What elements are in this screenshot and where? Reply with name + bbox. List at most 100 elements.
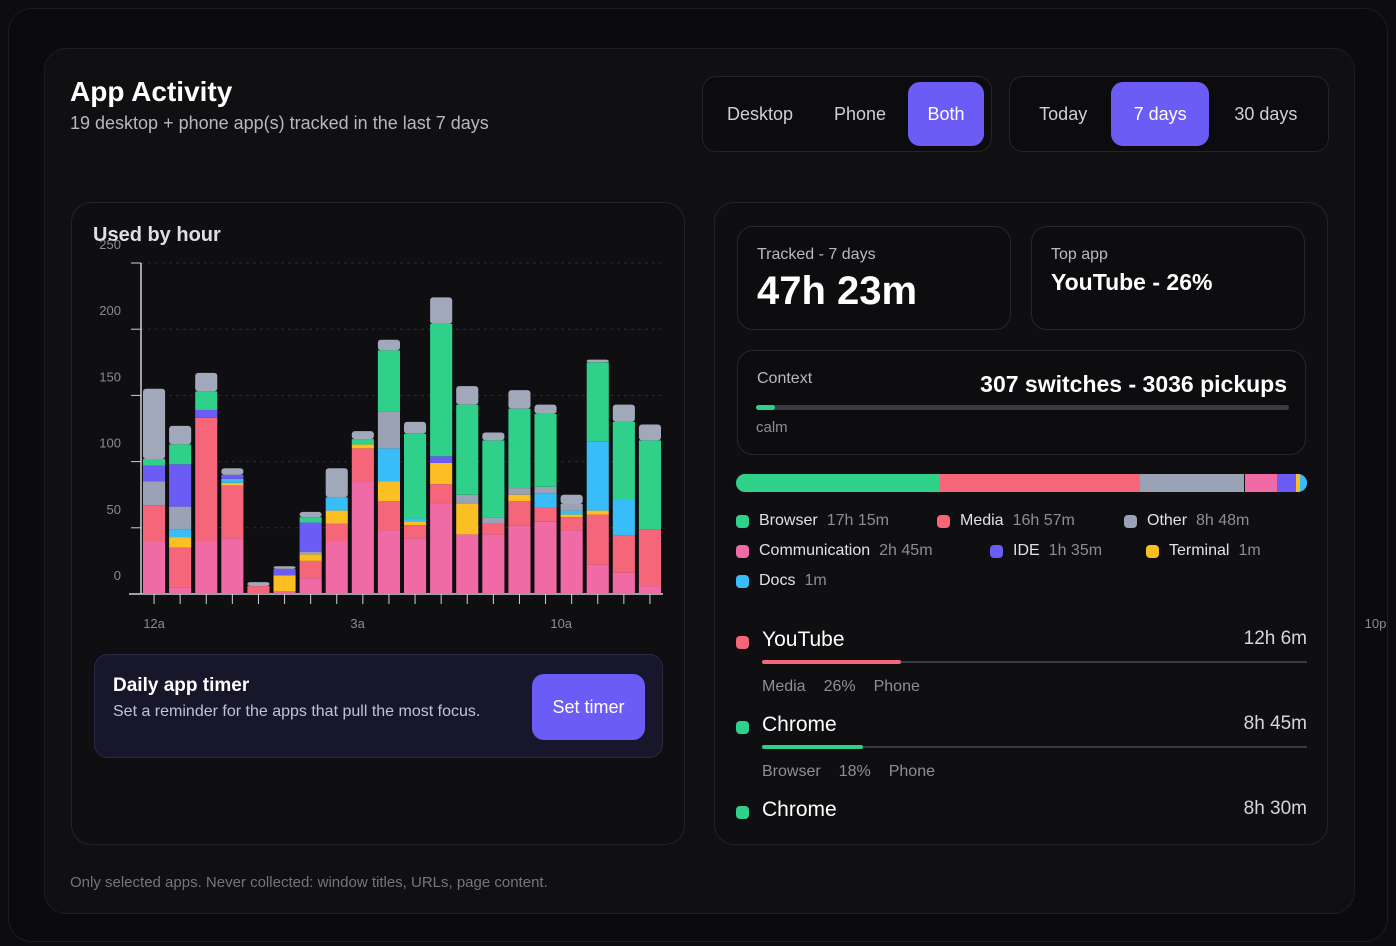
page-subtitle: 19 desktop + phone app(s) tracked in the… — [70, 113, 489, 133]
bar-segment-terminal — [586, 510, 609, 515]
legend-label: IDE — [1013, 542, 1040, 559]
filter-desktop[interactable]: Desktop — [726, 103, 794, 124]
bar-segment-media — [143, 505, 166, 542]
daily-timer-card: Daily app timer Set a reminder for the a… — [94, 654, 663, 758]
legend-item-docs: Docs 1m — [736, 572, 827, 590]
bar-segment-communication — [143, 541, 166, 594]
chart-title: Used by hour — [93, 224, 221, 246]
app-share-bar — [762, 745, 1307, 749]
bar-segment-other — [456, 494, 479, 504]
bar-segment-terminal — [377, 481, 400, 502]
range-30-days[interactable]: 30 days — [1234, 103, 1298, 124]
bar-segment-communication — [482, 534, 505, 594]
bar-segment-browser — [534, 413, 557, 487]
bar-segment-communication — [560, 530, 583, 594]
bar-segment-other2 — [169, 425, 192, 445]
bar-segment-communication — [351, 481, 374, 594]
app-name: Chrome — [762, 713, 837, 736]
legend-duration: 16h 57m — [1012, 512, 1075, 529]
context-stat: Context 307 switches - 3036 pickups calm — [737, 350, 1306, 455]
bar-segment-browser — [195, 391, 218, 410]
bar-segment-other2 — [612, 404, 635, 422]
bar-segment-browser — [586, 362, 609, 442]
bar-segment-docs — [560, 510, 583, 515]
legend-item-ide: IDE 1h 35m — [990, 542, 1102, 560]
app-share-bar — [762, 660, 1307, 664]
bar-segment-communication — [377, 530, 400, 594]
app-category: Media — [762, 678, 806, 695]
legend-item-browser: Browser 17h 15m — [736, 512, 889, 530]
app-color-dot — [736, 806, 749, 819]
bar-segment-media — [195, 417, 218, 542]
bar-segment-docs — [586, 441, 609, 511]
bar-segment-terminal — [404, 521, 427, 526]
x-tick-label: 10a — [550, 616, 572, 631]
bar-segment-media — [586, 514, 609, 565]
filter-both[interactable]: Both — [908, 82, 984, 146]
set-timer-button[interactable]: Set timer — [532, 674, 645, 740]
bar-segment-other2 — [430, 297, 453, 324]
bar-segment-browser — [430, 323, 453, 457]
bar-segment-browser — [404, 433, 427, 519]
bar-segment-terminal — [273, 575, 296, 592]
bar-segment-other2 — [586, 359, 609, 363]
bar-segment-browser — [638, 440, 661, 530]
bar-segment-terminal — [508, 494, 531, 502]
range-today[interactable]: Today — [1039, 103, 1088, 124]
bar-segment-other — [143, 481, 166, 506]
bar-segment-ide — [169, 464, 192, 507]
device-filter: Desktop Phone Both — [702, 76, 992, 152]
bar-segment-browser — [482, 440, 505, 518]
bar-segment-communication — [586, 564, 609, 594]
bar-segment-terminal — [299, 554, 322, 561]
bar-segment-browser — [508, 408, 531, 489]
bar-segment-other2 — [273, 566, 296, 569]
bar-segment-terminal — [169, 537, 192, 548]
legend-duration: 2h 45m — [879, 542, 933, 559]
app-share-fill — [762, 745, 863, 749]
page-title: App Activity — [70, 76, 233, 107]
bar-segment-other2 — [247, 582, 270, 587]
bar-segment-communication — [221, 538, 244, 594]
timer-description: Set a reminder for the apps that pull th… — [113, 703, 481, 720]
bar-segment-communication — [508, 525, 531, 594]
share-segment-terminal — [1296, 474, 1300, 492]
bar-segment-other — [534, 486, 557, 494]
bar-segment-media — [351, 448, 374, 482]
bar-segment-docs — [221, 478, 244, 483]
bar-segment-ide — [273, 568, 296, 576]
share-segment-other — [1140, 474, 1245, 492]
legend-item-terminal: Terminal 1m — [1146, 542, 1261, 560]
legend-color-dot — [736, 514, 749, 528]
app-time: 8h 45m — [1243, 713, 1307, 734]
bar-segment-other2 — [638, 424, 661, 441]
bar-segment-communication — [273, 591, 296, 594]
bar-segment-media — [377, 501, 400, 531]
bar-segment-terminal — [351, 444, 374, 449]
bar-segment-browser — [299, 517, 322, 523]
bar-segment-communication — [430, 503, 453, 594]
bar-segment-other2 — [534, 404, 557, 414]
legend-label: Docs — [759, 572, 796, 589]
filter-phone[interactable]: Phone — [833, 103, 887, 124]
legend-color-dot — [990, 544, 1003, 558]
app-share: 26% — [823, 678, 856, 695]
range-7-days[interactable]: 7 days — [1111, 82, 1209, 146]
bar-segment-ide — [221, 474, 244, 479]
y-tick-label: 100 — [99, 436, 121, 451]
bar-segment-other — [560, 503, 583, 511]
app-category: Browser — [762, 763, 821, 780]
bar-segment-other — [482, 517, 505, 524]
share-segment-media — [940, 474, 1141, 492]
bar-segment-other2 — [299, 511, 322, 518]
app-share: 18% — [838, 763, 871, 780]
bar-segment-docs — [169, 529, 192, 538]
app-time: 8h 30m — [1243, 798, 1307, 819]
top-app-value: YouTube - 26% — [1051, 269, 1213, 295]
context-state: calm — [756, 419, 788, 436]
privacy-note: Only selected apps. Never collected: win… — [70, 874, 548, 891]
share-segment-ide — [1277, 474, 1297, 492]
bar-segment-other2 — [482, 432, 505, 441]
legend-color-dot — [736, 544, 749, 558]
